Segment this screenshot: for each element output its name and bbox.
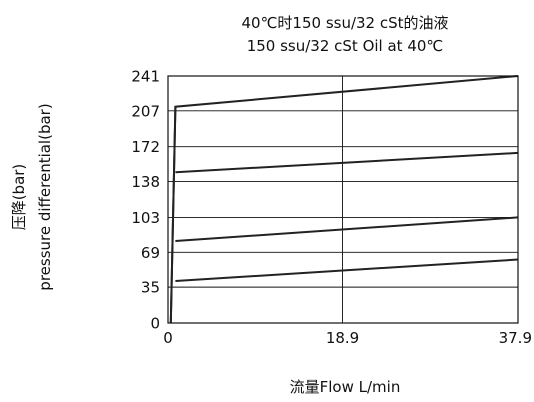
y-tick-label: 172 bbox=[131, 138, 160, 156]
x-tick-label: 37.9 bbox=[499, 329, 532, 347]
x-tick-label: 18.9 bbox=[326, 329, 359, 347]
y-axis-label-line1: 压降(bar) bbox=[10, 164, 28, 231]
y-tick-label: 0 bbox=[150, 315, 160, 333]
y-tick-label: 241 bbox=[131, 68, 160, 86]
x-axis-label: 流量Flow L/min bbox=[290, 378, 401, 396]
series-line-1 bbox=[169, 75, 519, 324]
y-tick-label: 103 bbox=[131, 209, 160, 227]
plot-frame bbox=[167, 75, 519, 324]
series-line-2 bbox=[175, 151, 519, 174]
y-tick-label: 69 bbox=[141, 244, 160, 262]
x-tick-label: 0 bbox=[163, 329, 173, 347]
grid-layer bbox=[168, 76, 518, 323]
y-axis-label-line2: pressure differential(bar) bbox=[36, 103, 54, 290]
series-line-3 bbox=[175, 216, 519, 242]
series-layer bbox=[169, 75, 519, 324]
y-tick-label: 138 bbox=[131, 173, 160, 191]
chart-title-line2: 150 ssu/32 cSt Oil at 40℃ bbox=[247, 37, 444, 55]
y-tick-label: 35 bbox=[141, 279, 160, 297]
tick-layer: 0 35 69 103 138 172 207 241 0 18.9 37.9 bbox=[131, 68, 532, 348]
chart-title-line1: 40℃时150 ssu/32 cSt的油液 bbox=[241, 14, 448, 32]
y-tick-label: 207 bbox=[131, 102, 160, 120]
series-line-5 bbox=[169, 106, 177, 324]
series-line-4 bbox=[175, 258, 519, 282]
